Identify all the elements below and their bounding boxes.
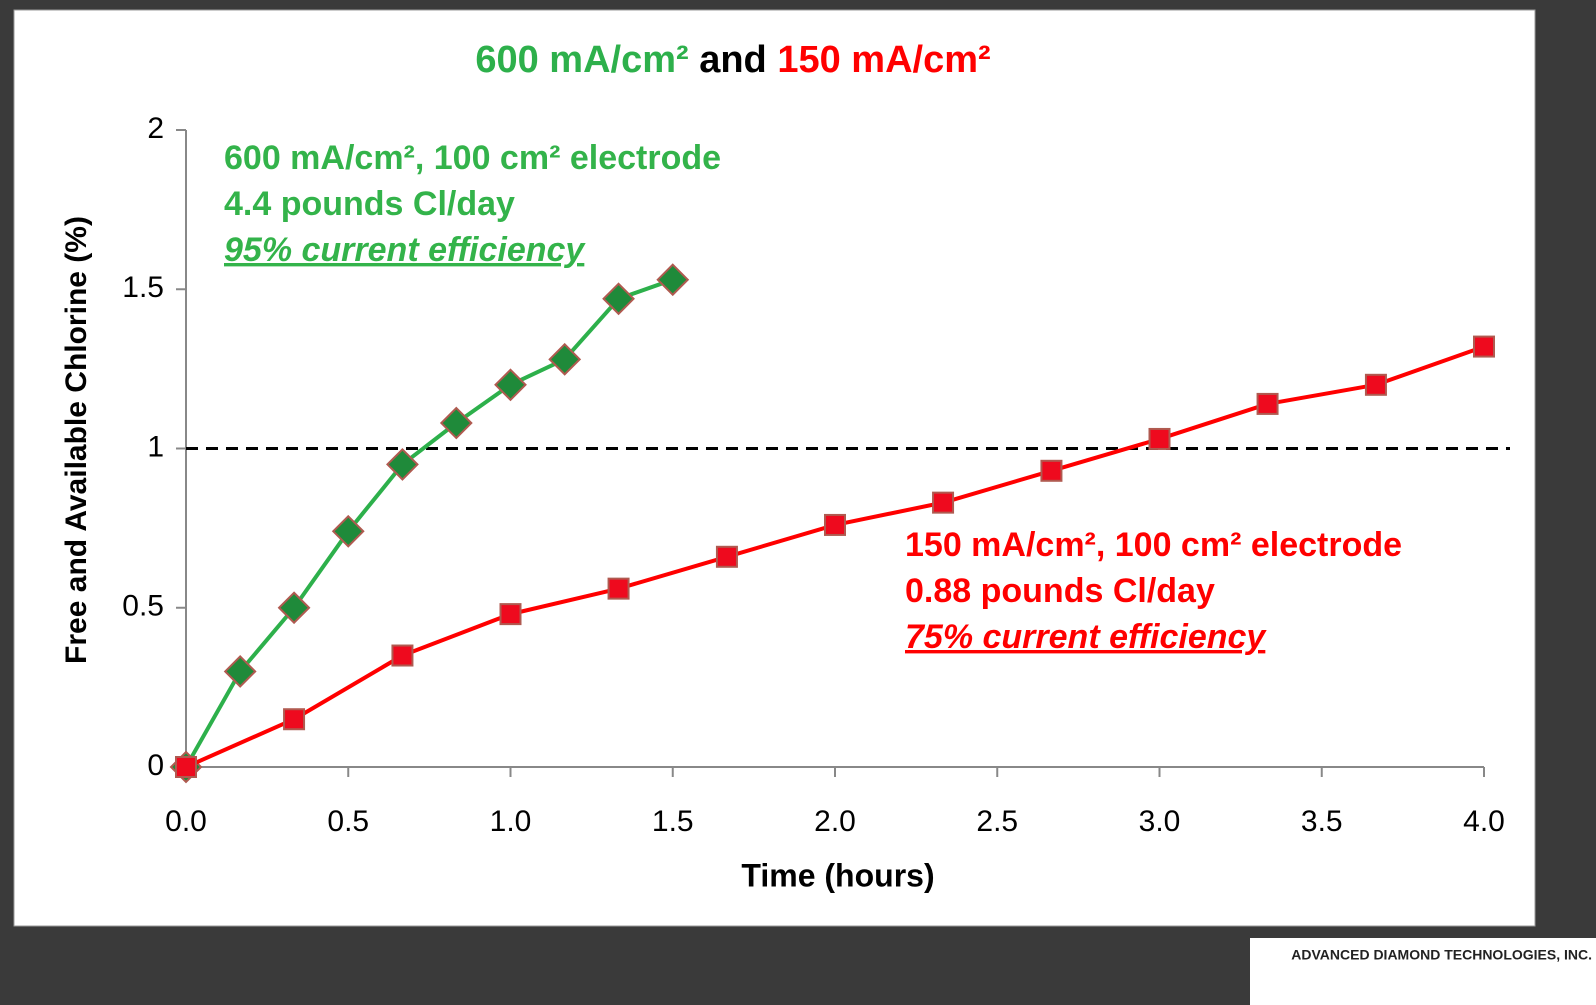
annotation: 600 mA/cm², 100 cm² electrode bbox=[224, 139, 721, 177]
data-point bbox=[1256, 392, 1279, 415]
title-part: 150 mA/cm² bbox=[777, 39, 990, 81]
data-point bbox=[607, 577, 630, 600]
x-tick-label: 2.5 bbox=[976, 805, 1018, 838]
y-tick-label: 0 bbox=[147, 749, 164, 782]
data-point bbox=[602, 282, 635, 316]
x-tick-label: 2.0 bbox=[814, 805, 856, 838]
data-point bbox=[548, 342, 582, 376]
annotation: 95% current efficiency bbox=[224, 231, 586, 269]
data-point bbox=[1148, 427, 1171, 450]
data-point bbox=[1473, 335, 1495, 358]
data-point bbox=[175, 756, 197, 778]
data-point bbox=[932, 491, 955, 514]
x-tick-label: 0.5 bbox=[327, 805, 369, 838]
data-point bbox=[1364, 373, 1387, 396]
x-tick-label: 1.5 bbox=[652, 805, 694, 838]
annotation: 150 mA/cm², 100 cm² electrode bbox=[905, 526, 1402, 564]
annotation: 0.88 pounds Cl/day bbox=[905, 572, 1215, 610]
data-point bbox=[656, 263, 690, 297]
chart-title: 600 mA/cm² and 150 mA/cm² bbox=[475, 39, 990, 81]
title-part: 600 mA/cm² bbox=[475, 39, 688, 81]
x-tick-label: 3.5 bbox=[1301, 805, 1343, 838]
y-axis-label: Free and Available Chlorine (%) bbox=[60, 216, 93, 664]
logo-panel bbox=[1250, 938, 1596, 1005]
x-tick-label: 3.0 bbox=[1139, 805, 1181, 838]
y-tick-label: 0.5 bbox=[122, 590, 164, 623]
data-point bbox=[1040, 459, 1063, 482]
data-point bbox=[715, 545, 738, 568]
data-point bbox=[824, 513, 846, 536]
title-part: and bbox=[689, 39, 778, 81]
data-point bbox=[386, 448, 419, 481]
chart-panel bbox=[13, 9, 1536, 927]
y-tick-label: 1.5 bbox=[122, 271, 164, 304]
x-tick-label: 0.0 bbox=[165, 805, 207, 838]
data-point bbox=[223, 655, 257, 688]
annotation: 75% current efficiency bbox=[905, 618, 1267, 656]
data-point bbox=[439, 406, 473, 440]
data-point bbox=[277, 591, 311, 625]
data-point bbox=[499, 603, 522, 626]
x-tick-label: 1.0 bbox=[490, 805, 532, 838]
data-point bbox=[391, 644, 414, 667]
logo-text: ADVANCED DIAMOND TECHNOLOGIES, INC. bbox=[1291, 947, 1592, 963]
data-point bbox=[331, 514, 365, 548]
y-tick-label: 1 bbox=[147, 430, 164, 463]
y-tick-label: 2 bbox=[147, 112, 164, 145]
data-point bbox=[494, 368, 527, 402]
x-axis-label: Time (hours) bbox=[741, 857, 934, 893]
annotation: 4.4 pounds Cl/day bbox=[224, 185, 515, 223]
data-point bbox=[283, 708, 306, 731]
x-tick-label: 4.0 bbox=[1463, 805, 1505, 838]
series-line bbox=[184, 277, 674, 768]
